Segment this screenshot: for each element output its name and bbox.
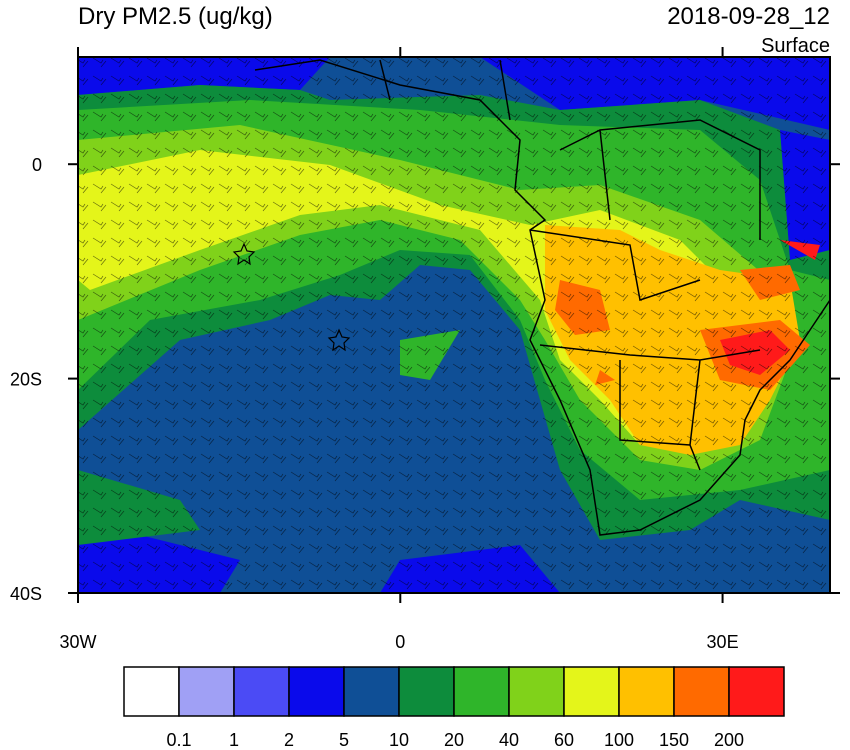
y-tick-label: 40S — [10, 584, 42, 604]
colorbar-label: 5 — [339, 730, 349, 750]
colorbar-box — [453, 666, 510, 717]
title: Dry PM2.5 (ug/kg) — [78, 3, 273, 30]
colorbar-label: 100 — [604, 730, 634, 750]
colorbar-label: 60 — [554, 730, 574, 750]
time: 2018-09-28_12 — [667, 3, 830, 30]
colorbar-label: 10 — [389, 730, 409, 750]
colorbar-box — [178, 666, 235, 717]
colorbar-label: 1 — [229, 730, 239, 750]
x-tick-label: 30W — [59, 632, 96, 652]
colorbar-box — [123, 666, 180, 717]
colorbar-label: 0.1 — [166, 730, 191, 750]
y-tick-label: 20S — [10, 370, 42, 390]
colorbar-label: 2 — [284, 730, 294, 750]
colorbar-box — [398, 666, 455, 717]
colorbar-box — [728, 666, 785, 717]
colorbar-box — [563, 666, 620, 717]
x-tick-label: 0 — [395, 632, 405, 652]
colorbar-box — [288, 666, 345, 717]
colorbar-label: 200 — [714, 730, 744, 750]
colorbar-label: 20 — [444, 730, 464, 750]
colorbar-label: 150 — [659, 730, 689, 750]
level: Surface — [761, 35, 830, 57]
map-frame — [77, 56, 831, 594]
y-tick-label: 0 — [32, 155, 42, 175]
colorbar-box — [343, 666, 400, 717]
colorbar-box — [618, 666, 675, 717]
colorbar-box — [508, 666, 565, 717]
colorbar-box — [673, 666, 730, 717]
colorbar-label: 40 — [499, 730, 519, 750]
axes: 30W 0 30E 0 20S 40S — [10, 47, 840, 652]
map-field — [78, 57, 830, 593]
x-tick-label: 30E — [707, 632, 739, 652]
colorbar: 0.1 1 2 5 10 20 40 60 100 150 200 — [123, 666, 785, 750]
colorbar-box — [233, 666, 290, 717]
